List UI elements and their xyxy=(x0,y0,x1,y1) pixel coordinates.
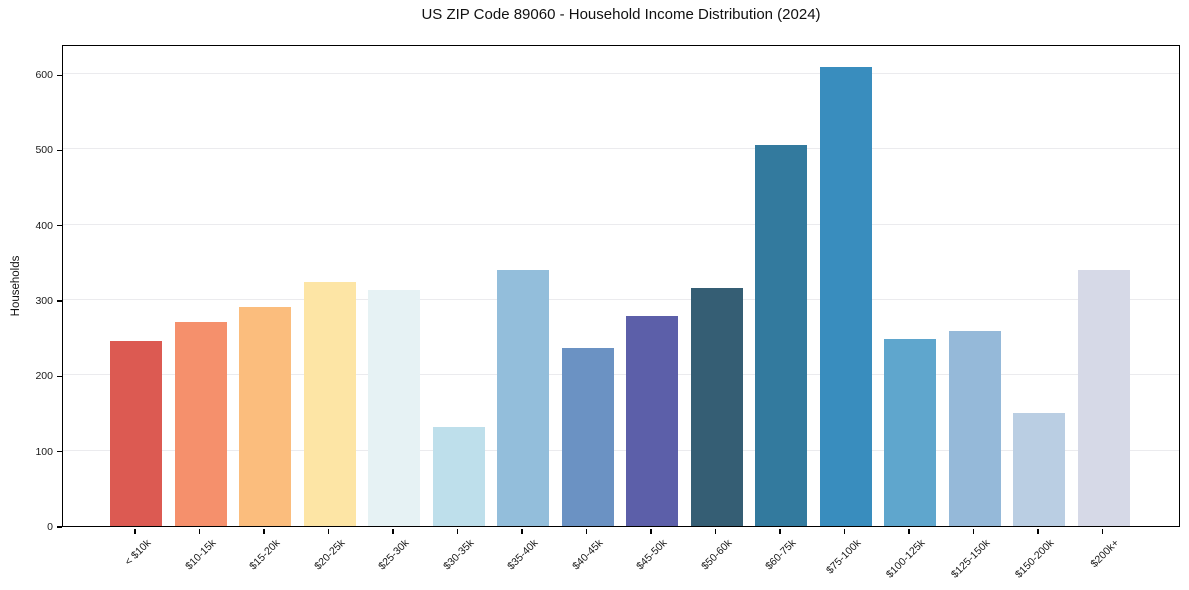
x-tick-label: $30-35k xyxy=(440,537,476,573)
y-tick-mark xyxy=(56,300,62,302)
gridline xyxy=(63,299,1179,301)
bar xyxy=(174,321,227,526)
bar xyxy=(690,288,743,526)
bar xyxy=(884,339,936,526)
x-tick-label: $40-45k xyxy=(569,537,605,573)
chart-title: US ZIP Code 89060 - Household Income Dis… xyxy=(421,6,821,23)
bar xyxy=(110,341,162,526)
x-tick-mark xyxy=(585,528,588,534)
x-tick-label: $75-100k xyxy=(823,537,863,577)
x-tick-mark xyxy=(198,528,201,534)
x-tick-label: $150-200k xyxy=(1012,537,1057,581)
x-tick-mark xyxy=(327,528,330,534)
x-tick-label: $200k+ xyxy=(1087,537,1121,571)
x-tick-mark xyxy=(263,528,265,534)
x-tick-label: $100-125k xyxy=(883,537,928,581)
gridline xyxy=(63,148,1179,150)
y-tick-mark xyxy=(56,375,62,377)
x-tick-mark xyxy=(1037,528,1039,534)
y-tick-label: 0 xyxy=(47,521,53,533)
bar xyxy=(819,66,872,526)
bar xyxy=(1013,413,1065,526)
bar xyxy=(432,426,485,526)
x-tick-label: $10-15k xyxy=(182,537,218,573)
x-tick-mark xyxy=(456,528,459,534)
x-tick-mark xyxy=(779,528,781,534)
x-tick-mark xyxy=(1101,528,1104,534)
bar xyxy=(497,269,549,526)
bar xyxy=(303,282,356,526)
y-axis-label: Households xyxy=(10,255,22,317)
y-tick-label: 300 xyxy=(35,295,53,308)
x-tick-label: < $10k xyxy=(122,537,154,568)
x-tick-label: $125-150k xyxy=(948,537,992,581)
x-tick-label: $20-25k xyxy=(311,537,347,573)
y-tick-mark xyxy=(56,74,62,76)
bar xyxy=(1077,269,1130,526)
bar xyxy=(561,348,614,526)
bar xyxy=(368,289,420,526)
x-tick-label: $50-60k xyxy=(698,537,734,573)
x-tick-mark xyxy=(521,528,523,534)
gridline xyxy=(63,449,1179,451)
y-tick-label: 200 xyxy=(35,370,53,383)
y-tick-mark xyxy=(56,149,62,152)
y-tick-label: 500 xyxy=(35,144,53,157)
x-tick-label: $45-50k xyxy=(634,537,670,573)
x-tick-mark xyxy=(134,528,136,534)
y-tick-mark xyxy=(56,526,62,528)
y-tick-label: 100 xyxy=(35,445,53,458)
gridline xyxy=(63,73,1179,75)
x-tick-mark xyxy=(843,528,846,534)
y-tick-mark xyxy=(56,451,62,453)
x-tick-mark xyxy=(650,528,652,534)
bar xyxy=(948,330,1001,526)
x-tick-mark xyxy=(908,528,910,534)
x-tick-label: $25-30k xyxy=(376,537,412,573)
x-tick-label: $60-75k xyxy=(763,537,799,573)
plot-area xyxy=(62,45,1180,527)
bar xyxy=(755,144,807,526)
x-tick-mark xyxy=(972,528,975,534)
x-tick-mark xyxy=(714,528,717,534)
x-tick-label: $35-40k xyxy=(505,537,541,573)
y-tick-label: 600 xyxy=(35,69,53,82)
bar xyxy=(239,306,291,526)
x-tick-label: $15-20k xyxy=(247,537,283,573)
x-tick-mark xyxy=(392,528,394,534)
bar xyxy=(626,315,678,526)
gridline xyxy=(63,374,1179,376)
y-tick-mark xyxy=(56,225,62,227)
gridline xyxy=(63,223,1179,225)
y-tick-label: 400 xyxy=(35,219,53,232)
